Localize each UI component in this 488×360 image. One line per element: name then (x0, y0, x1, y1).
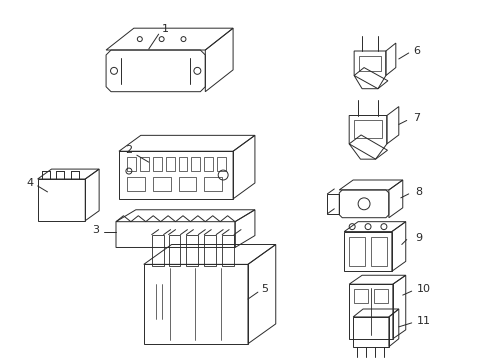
Text: 6: 6 (412, 46, 419, 56)
Text: 8: 8 (414, 187, 421, 197)
Text: 11: 11 (416, 316, 430, 326)
Text: 9: 9 (414, 233, 421, 243)
Text: 4: 4 (26, 178, 33, 188)
Text: 3: 3 (92, 225, 100, 235)
Text: 2: 2 (125, 145, 132, 155)
Text: 1: 1 (162, 24, 169, 34)
Text: 5: 5 (261, 284, 268, 294)
Text: 10: 10 (416, 284, 430, 294)
Text: 7: 7 (412, 113, 419, 123)
